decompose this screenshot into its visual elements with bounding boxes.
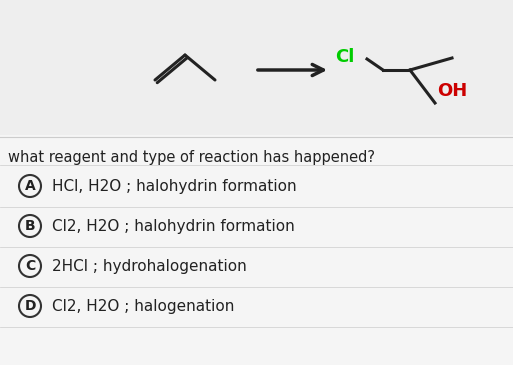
Text: HCl, H2O ; halohydrin formation: HCl, H2O ; halohydrin formation: [52, 178, 297, 193]
FancyBboxPatch shape: [0, 0, 513, 135]
Text: 2HCl ; hydrohalogenation: 2HCl ; hydrohalogenation: [52, 258, 247, 273]
Text: Cl: Cl: [336, 48, 355, 66]
Text: C: C: [25, 259, 35, 273]
Text: Cl2, H2O ; halohydrin formation: Cl2, H2O ; halohydrin formation: [52, 219, 295, 234]
Text: D: D: [24, 299, 36, 313]
Text: OH: OH: [437, 82, 467, 100]
Text: what reagent and type of reaction has happened?: what reagent and type of reaction has ha…: [8, 150, 375, 165]
Text: A: A: [25, 179, 35, 193]
Text: Cl2, H2O ; halogenation: Cl2, H2O ; halogenation: [52, 299, 234, 314]
Text: B: B: [25, 219, 35, 233]
